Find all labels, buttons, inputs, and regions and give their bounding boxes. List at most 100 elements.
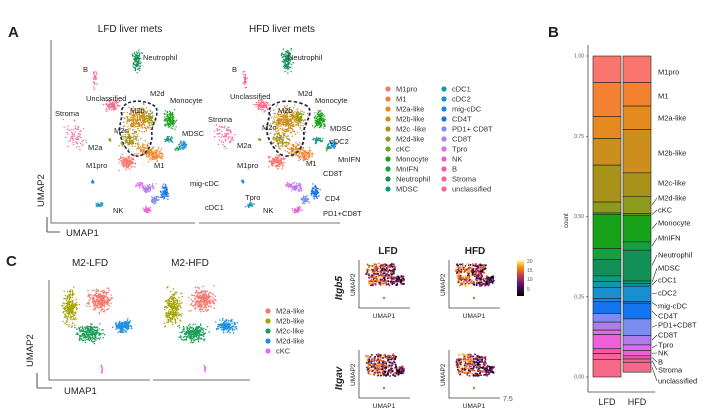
cell-point xyxy=(144,153,145,154)
cell-point xyxy=(293,62,294,63)
cell-point xyxy=(110,104,111,105)
cell-point xyxy=(224,136,225,137)
lfd-label-mdsc: MDSC xyxy=(182,129,205,138)
cell-point xyxy=(102,292,104,294)
cell-point xyxy=(211,306,213,308)
cell-point xyxy=(100,334,102,336)
cell-point xyxy=(124,158,125,159)
cell-point xyxy=(168,310,170,312)
cell-point xyxy=(78,133,79,134)
cell-point xyxy=(73,286,75,288)
segment-label: unclassified xyxy=(658,377,697,386)
cell-point xyxy=(283,61,284,62)
legend-item: Tpro xyxy=(441,145,467,154)
cell-point xyxy=(173,116,174,117)
cell-point xyxy=(129,138,130,139)
B-cluster xyxy=(93,71,98,90)
cell-point xyxy=(70,289,72,291)
cell-point xyxy=(219,140,220,141)
cell-point xyxy=(77,136,78,137)
cell-point xyxy=(249,204,250,205)
cell-point xyxy=(314,127,315,128)
cell-point xyxy=(125,163,126,164)
cell-point xyxy=(314,122,315,123)
cell-point xyxy=(167,299,169,301)
cell-point xyxy=(281,61,282,62)
cell-point xyxy=(133,129,134,130)
cell-point xyxy=(281,162,282,163)
cell-point xyxy=(123,326,125,328)
cell-point xyxy=(140,52,141,53)
cell-point xyxy=(328,147,329,148)
cell-point xyxy=(137,72,138,73)
cell-point xyxy=(292,126,293,127)
cell-point xyxy=(165,123,166,124)
cell-point xyxy=(65,303,67,305)
cell-point xyxy=(82,144,83,145)
cell-point xyxy=(316,137,317,138)
cell-point xyxy=(86,333,88,335)
cell-point xyxy=(175,150,176,151)
cell-point xyxy=(119,321,121,323)
cell-point xyxy=(77,143,78,144)
cell-point xyxy=(164,198,165,199)
cell-point xyxy=(137,116,138,117)
cell-point xyxy=(64,313,66,315)
panel-a-letter: A xyxy=(8,24,19,41)
cell-point xyxy=(216,124,217,125)
legend-label: mig-cDC xyxy=(452,105,482,114)
legend-swatch xyxy=(441,86,446,91)
cell-point xyxy=(91,290,93,292)
cell-point xyxy=(301,130,302,131)
cell-point xyxy=(185,147,186,148)
leader-line xyxy=(652,325,657,327)
cell-point xyxy=(62,302,64,304)
cell-point xyxy=(260,109,261,110)
cell-point xyxy=(279,162,280,163)
cell-point xyxy=(129,169,130,170)
cell-point xyxy=(74,138,75,139)
cell-point xyxy=(164,113,165,114)
cell-point xyxy=(327,144,328,145)
Monocyte-cluster xyxy=(164,109,178,130)
cell-point xyxy=(228,133,229,134)
segment-label: Neutrophil xyxy=(658,251,693,260)
lfd-label-monocyte: Monocyte xyxy=(170,96,203,105)
cell-point xyxy=(108,287,110,289)
cell-point xyxy=(147,144,148,145)
cell-point xyxy=(67,133,68,134)
lfd-umap-title: LFD liver mets xyxy=(98,24,162,35)
cell-point xyxy=(319,189,320,190)
legend-swatch xyxy=(441,146,446,151)
bar-segment-hfd-monocyte xyxy=(623,215,651,242)
cell-point xyxy=(108,290,110,292)
cell-point xyxy=(100,294,102,296)
cell-point xyxy=(294,153,295,154)
legend-item: NK xyxy=(441,155,462,164)
cell-point xyxy=(142,183,143,184)
cell-point xyxy=(74,120,75,121)
cell-point xyxy=(148,116,149,117)
cell-point xyxy=(123,166,124,167)
cell-point xyxy=(148,152,149,153)
cell-point xyxy=(218,136,219,137)
cell-point xyxy=(270,133,271,134)
cell-point xyxy=(227,130,228,131)
cell-point xyxy=(94,343,96,345)
cell-point xyxy=(98,205,99,206)
cell-point xyxy=(284,131,285,132)
cell-point xyxy=(70,305,72,307)
legend-swatch xyxy=(385,106,390,111)
cell-point xyxy=(305,197,306,198)
lfd-label-m2d: M2d xyxy=(150,89,165,98)
legend-swatch xyxy=(385,176,390,181)
cell-point xyxy=(299,189,300,190)
cell-point xyxy=(292,210,293,211)
cell-point xyxy=(73,133,74,134)
cell-point xyxy=(110,302,112,304)
cell-point xyxy=(301,199,302,200)
legend-label: CD8T xyxy=(452,135,472,144)
cell-point xyxy=(289,143,290,144)
cell-point xyxy=(126,122,127,123)
bar-segment-lfd-tpro xyxy=(593,330,621,334)
